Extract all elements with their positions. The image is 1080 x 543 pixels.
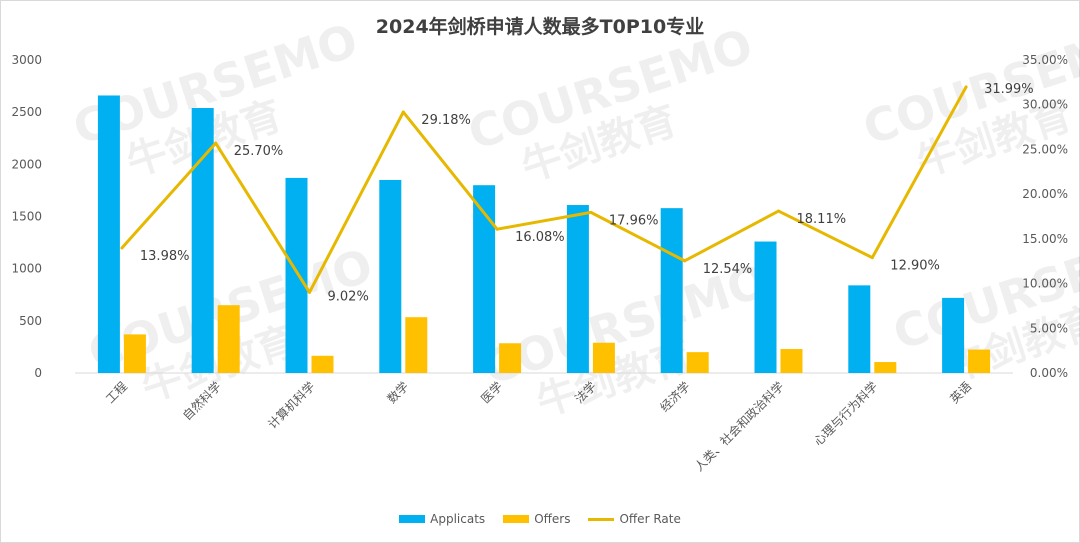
y2-tick-label: 25.00% [1022, 142, 1068, 156]
y2-tick-label: 35.00% [1022, 53, 1068, 67]
legend-swatch-offer-rate [588, 517, 615, 521]
y2-tick-label: 10.00% [1022, 277, 1068, 291]
legend-item-applicants: Applicats [399, 512, 485, 526]
data-label-layer: 13.98% 25.70% 9.02% 29.18% 16.08% 17.96% 12.54… [140, 82, 1034, 304]
bar-applicants [566, 205, 589, 373]
legend-item-offer-rate: Offer Rate [588, 512, 681, 526]
bar-offers [780, 349, 803, 373]
offer-rate-point [214, 141, 218, 145]
offer-rate-data-label: 25.70% [234, 144, 284, 159]
offer-rate-point [120, 246, 124, 250]
offer-rate-point [308, 290, 311, 294]
offer-rate-data-label: 31.99% [984, 82, 1034, 97]
y2-tick-label: 30.00% [1022, 98, 1068, 112]
y-tick-label: 3000 [11, 53, 42, 67]
line-layer [120, 85, 968, 294]
offer-rate-point [401, 110, 405, 114]
y-tick-label: 1000 [11, 262, 42, 276]
legend-swatch-offers [503, 515, 530, 523]
y-tick-label: 0 [34, 366, 42, 380]
y-tick-label: 500 [19, 314, 42, 328]
offer-rate-data-label: 16.08% [515, 230, 565, 245]
bar-applicants [848, 285, 871, 373]
right-axis: 0.00% 5.00% 10.00% 15.00% 20.00% 25.00% 30.00%… [1022, 53, 1068, 380]
legend: Applicats Offers Offer Rate [0, 512, 1080, 526]
bar-layer [97, 95, 991, 374]
offer-rate-data-label: 18.11% [797, 212, 847, 227]
bar-applicants [97, 95, 120, 374]
y2-tick-label: 20.00% [1022, 187, 1068, 201]
offer-rate-point [964, 85, 968, 89]
offer-rate-point [870, 256, 874, 260]
category-label: 心理与行为科学 [810, 379, 880, 449]
y2-tick-label: 15.00% [1022, 232, 1068, 246]
offer-rate-data-label: 12.90% [890, 259, 940, 274]
y2-tick-label: 0.00% [1030, 366, 1068, 380]
offer-rate-point [777, 209, 780, 213]
legend-item-offers: Offers [503, 512, 570, 526]
category-label: 数学 [384, 379, 412, 407]
bar-offers [874, 362, 897, 373]
bar-offers [968, 349, 991, 373]
offer-rate-data-label: 17.96% [609, 213, 659, 228]
y2-tick-label: 5.00% [1030, 321, 1068, 335]
offer-rate-point [495, 227, 499, 231]
legend-label-applicants: Applicats [430, 512, 486, 526]
bar-applicants [379, 179, 402, 373]
offer-rate-line [120, 86, 968, 294]
bar-applicants [660, 208, 683, 373]
legend-label-offer-rate: Offer Rate [619, 512, 681, 526]
offer-rate-data-label: 9.02% [328, 289, 369, 304]
offer-rate-point [683, 259, 687, 263]
category-label: 人类、社会和政治科学 [691, 379, 786, 474]
y-tick-label: 2500 [11, 105, 42, 119]
bar-offers [405, 317, 428, 373]
legend-swatch-applicants [399, 515, 426, 523]
bar-applicants [473, 185, 496, 373]
bar-offers [686, 352, 709, 373]
bar-offers [217, 305, 240, 373]
bar-applicants [285, 177, 308, 373]
offer-rate-data-label: 13.98% [140, 249, 190, 264]
offer-rate-data-label: 29.18% [421, 113, 471, 128]
legend-label-offers: Offers [534, 512, 571, 526]
bar-applicants [191, 107, 214, 373]
offer-rate-point [589, 210, 593, 214]
category-label: 计算机科学 [265, 379, 318, 432]
y-tick-label: 1500 [11, 210, 42, 224]
y-tick-label: 2000 [11, 157, 42, 171]
bar-offers [311, 355, 334, 373]
chart-title: 2024年剑桥申请人数最多T0P10专业 [375, 16, 705, 38]
bar-offers [592, 342, 615, 373]
bar-offers [499, 343, 522, 373]
category-label: 工程 [102, 379, 130, 407]
bar-applicants [942, 297, 965, 373]
bar-offers [123, 334, 146, 373]
bar-applicants [754, 241, 777, 373]
offer-rate-data-label: 12.54% [703, 262, 753, 277]
